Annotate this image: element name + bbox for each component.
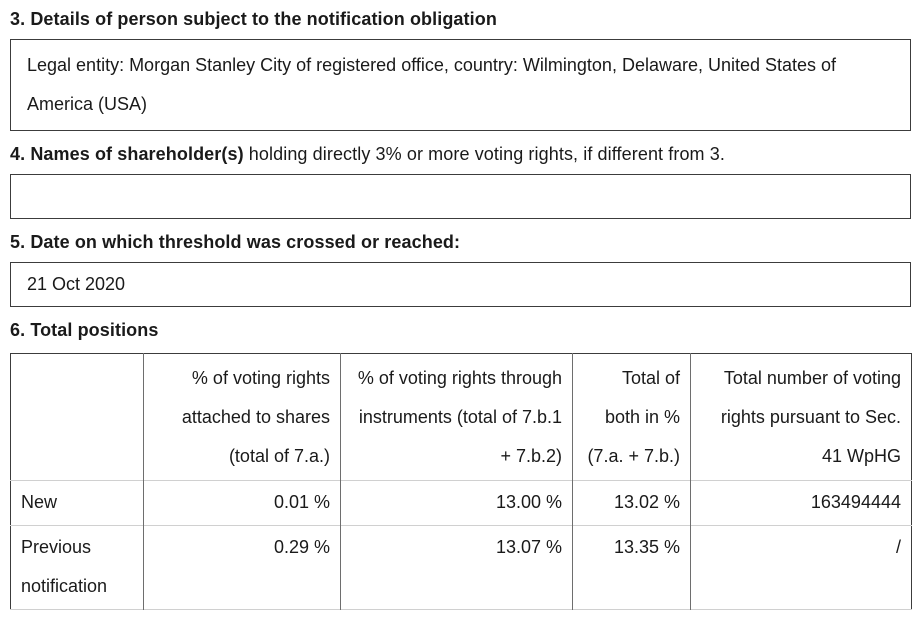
table-row-new: New 0.01 % 13.00 % 13.02 % 163494444 [10,480,912,526]
row-label-new: New [10,480,144,526]
new-pct-total: 13.02 % [572,480,691,526]
new-pct-shares: 0.01 % [143,480,341,526]
notification-document: 3. Details of person subject to the noti… [10,9,912,610]
section3-heading: 3. Details of person subject to the noti… [10,9,497,29]
total-positions-table: % of voting rights attached to shares (t… [10,353,912,610]
section3-value-box: Legal entity: Morgan Stanley City of reg… [10,39,911,131]
new-total-voting-rights: 163494444 [690,480,912,526]
section5-value-box: 21 Oct 2020 [10,262,911,307]
section5-date-value: 21 Oct 2020 [27,274,126,294]
row-label-previous-notification: Previous notification [10,525,144,610]
section4-value-box [10,174,911,219]
previous-pct-total: 13.35 % [572,525,691,610]
section4-heading-rest: holding directly 3% or more voting right… [243,144,725,164]
section6-heading: 6. Total positions [10,320,159,340]
previous-total-voting-rights: / [690,525,912,610]
new-pct-instruments: 13.00 % [340,480,573,526]
header-empty-cell [11,354,144,481]
header-total-number-voting-rights: Total number of voting rights pursuant t… [690,353,912,481]
table-header-row: % of voting rights attached to shares (t… [11,353,912,481]
section5-heading: 5. Date on which threshold was crossed o… [10,232,461,252]
table-row-previous-notification: Previous notification 0.29 % 13.07 % 13.… [10,525,912,610]
previous-pct-instruments: 13.07 % [340,525,573,610]
section3-legal-entity-value: Legal entity: Morgan Stanley City of reg… [27,55,837,114]
header-pct-voting-rights-shares: % of voting rights attached to shares (t… [143,353,341,481]
previous-pct-shares: 0.29 % [143,525,341,610]
header-pct-voting-rights-instruments: % of voting rights through instruments (… [340,353,573,481]
section4-heading-bold: 4. Names of shareholder(s) [10,144,244,164]
section4-heading: 4. Names of shareholder(s) holding direc… [10,143,911,166]
header-total-both-pct: Total of both in % (7.a. + 7.b.) [572,353,691,481]
